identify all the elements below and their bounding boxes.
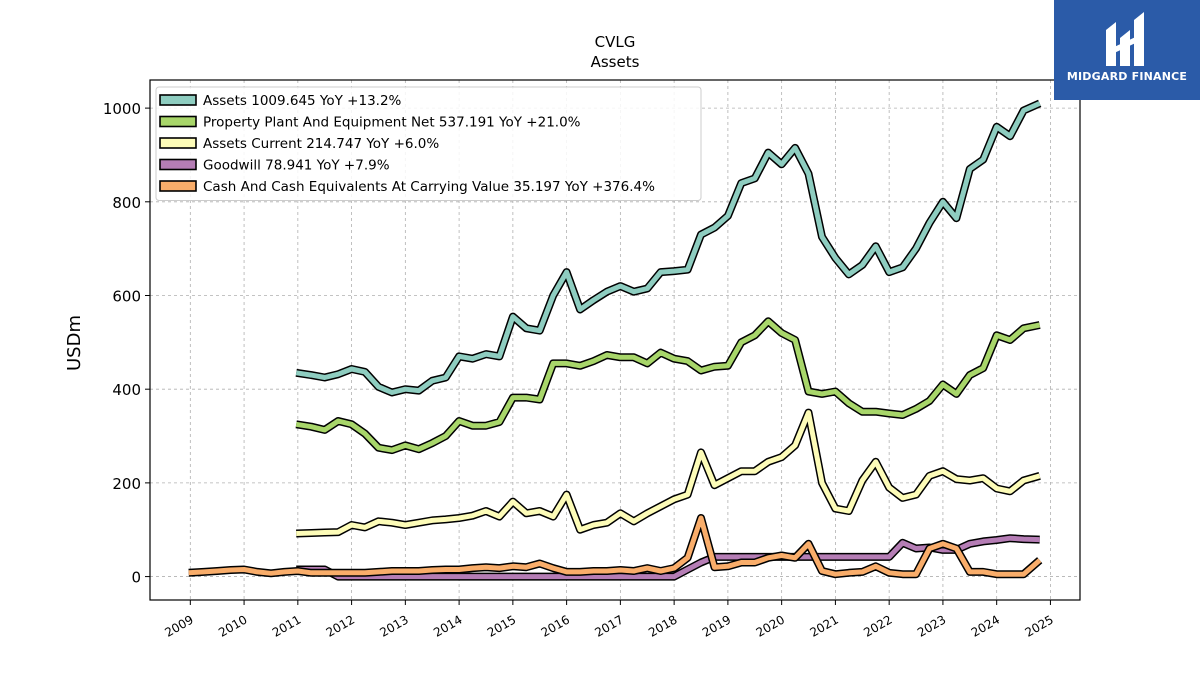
plot-frame <box>149 79 1081 601</box>
series-line <box>188 515 1042 577</box>
x-tick-label: 2020 <box>754 612 787 639</box>
x-tick-label: 2022 <box>861 612 894 639</box>
y-tick-label: 400 <box>112 381 141 399</box>
x-tick-label: 2024 <box>969 612 1002 639</box>
x-tick-label: 2018 <box>646 612 679 639</box>
chart-title: CVLG <box>595 33 636 51</box>
x-tick-label: 2011 <box>270 612 303 639</box>
y-tick-label: 600 <box>112 287 141 305</box>
y-tick-label: 800 <box>112 194 141 212</box>
y-tick-label: 0 <box>131 569 141 587</box>
series-property-plant-and-equipment-net <box>295 317 1041 455</box>
x-tick-label: 2009 <box>162 612 195 639</box>
series-assets <box>295 99 1042 397</box>
legend-label: Assets 1009.645 YoY +13.2% <box>203 93 402 109</box>
legend-label: Cash And Cash Equivalents At Carrying Va… <box>203 179 655 195</box>
chart-subtitle: Assets <box>591 53 640 71</box>
x-tick-label: 2015 <box>485 612 518 639</box>
legend-swatch <box>159 94 197 106</box>
y-tick-label: 1000 <box>103 100 141 118</box>
legend-label: Property Plant And Equipment Net 537.191… <box>203 115 581 131</box>
legend-swatch <box>159 158 197 171</box>
series-assets-current <box>296 408 1041 538</box>
x-tick-label: 2013 <box>377 612 410 639</box>
brand-logo: MIDGARD FINANCE <box>1054 0 1200 100</box>
legend: Assets 1009.645 YoY +13.2% Property Plant… <box>155 86 702 201</box>
x-tick-label: 2010 <box>216 612 249 639</box>
logo-mark-icon <box>1106 12 1144 66</box>
series-line <box>296 535 1040 580</box>
logo-text: MIDGARD FINANCE <box>1066 70 1188 83</box>
legend-swatch <box>159 137 197 149</box>
x-tick-label: 2016 <box>539 612 572 639</box>
legend-label: Goodwill 78.941 YoY +7.9% <box>203 158 390 174</box>
series-line <box>296 410 1041 536</box>
legend-label: Assets Current 214.747 YoY +6.0% <box>203 136 439 152</box>
x-tick-label: 2019 <box>700 612 733 639</box>
series-outline <box>296 408 1041 538</box>
legend-box <box>155 86 702 201</box>
x-tick-label: 2025 <box>1022 612 1055 639</box>
x-tick-label: 2021 <box>807 612 840 639</box>
series-line <box>295 318 1041 453</box>
series-line <box>295 101 1041 395</box>
x-tick-label: 2023 <box>915 612 948 639</box>
y-tick-label: 200 <box>112 475 141 493</box>
series-layer <box>188 99 1043 581</box>
legend-swatch <box>159 115 197 128</box>
legend-swatch <box>159 180 197 192</box>
y-axis-label: USDm <box>64 315 85 371</box>
x-tick-label: 2014 <box>431 612 464 639</box>
x-tick-label: 2017 <box>592 612 625 639</box>
series-cash-and-cash-equivalents-at-carrying-value <box>188 514 1043 579</box>
x-tick-label: 2012 <box>324 612 357 639</box>
series-goodwill <box>296 534 1040 581</box>
